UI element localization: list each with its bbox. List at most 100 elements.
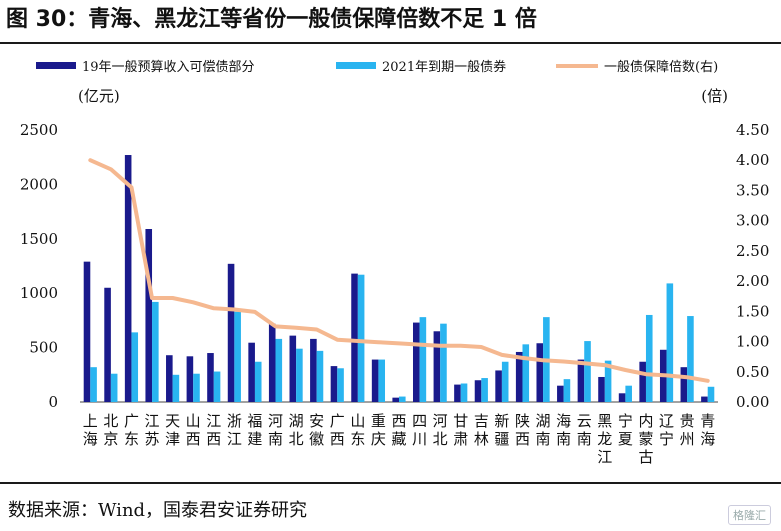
bar-series-1 — [495, 370, 502, 402]
bar-series-1 — [515, 351, 523, 402]
y-tick-right: 3.00 — [736, 212, 769, 230]
legend-label-series-2: 2021年到期一般债券 — [382, 59, 506, 75]
bottom-rule — [0, 482, 781, 484]
bar-series-2 — [152, 301, 159, 402]
bar-series-2 — [460, 383, 468, 402]
bar-series-1 — [268, 323, 276, 402]
y-tick-left: 2000 — [20, 175, 58, 193]
legend-label-series-1: 19年一般预算收入可偿债部分 — [82, 59, 255, 75]
page-title: 图 30：青海、黑龙江等省份一般债保障倍数不足 1 倍 — [6, 7, 537, 32]
x-tick-label: 上海 — [83, 412, 98, 448]
line-series-3 — [88, 158, 710, 383]
x-tick-label: 陕西 — [515, 412, 530, 448]
x-tick-label: 青海 — [700, 412, 715, 448]
x-tick-labels: 上海北京广东江苏天津山西江西浙江福建河南湖北安徽广西山东重庆西藏四川河北甘肃吉林… — [83, 412, 715, 466]
bar-series-2 — [316, 350, 324, 402]
x-tick-label: 广东 — [124, 412, 139, 448]
bar-series-1 — [227, 263, 235, 402]
y-tick-right: 3.50 — [736, 181, 769, 199]
legend-swatch-series-2 — [336, 62, 376, 69]
bar-series-1 — [392, 397, 399, 402]
bar-series-1 — [330, 366, 338, 402]
x-tick-label: 天津 — [165, 412, 180, 448]
y-tick-right: 0.50 — [736, 363, 769, 381]
y-axis-left-label: (亿元) — [78, 87, 120, 105]
bar-series-1 — [536, 343, 544, 402]
bar-series-1 — [248, 342, 255, 402]
bar-series-2 — [522, 344, 530, 402]
x-tick-label: 福建 — [247, 412, 262, 448]
bar-series-2 — [296, 348, 303, 402]
bar-series-2 — [337, 368, 344, 402]
bar-series-1 — [598, 376, 605, 402]
top-rule — [0, 42, 781, 44]
y-tick-left: 500 — [29, 339, 58, 357]
y-tick-left: 0 — [48, 393, 58, 411]
bar-series-1 — [577, 359, 585, 402]
x-tick-label: 贵州 — [680, 412, 695, 448]
x-tick-label: 云南 — [577, 412, 592, 448]
x-tick-label: 安徽 — [309, 412, 324, 448]
bar-series-1 — [166, 355, 173, 402]
bar-series-2 — [193, 373, 200, 402]
bar-series-1 — [412, 322, 420, 402]
bar-series-2 — [707, 386, 715, 402]
watermark: 格隆汇 — [728, 505, 771, 525]
bar-series-2 — [357, 274, 365, 402]
y-tick-right: 0.00 — [736, 393, 769, 411]
bars — [83, 155, 715, 402]
y-tick-right: 1.00 — [736, 333, 769, 351]
y-tick-right: 4.00 — [736, 151, 769, 169]
x-tick-label: 广西 — [330, 412, 345, 448]
y-axis-right-label: (倍) — [701, 87, 728, 105]
x-tick-label: 山西 — [186, 412, 201, 448]
bar-series-1 — [104, 287, 111, 402]
x-tick-label: 浙江 — [227, 412, 242, 448]
bar-series-1 — [680, 367, 688, 402]
bar-series-2 — [584, 341, 591, 402]
bar-series-1 — [207, 353, 214, 402]
bar-series-1 — [371, 359, 379, 402]
bar-series-2 — [131, 332, 139, 402]
bar-series-2 — [110, 373, 118, 402]
bar-series-2 — [172, 374, 180, 402]
source-note: 数据来源：Wind，国泰君安证券研究 — [8, 500, 308, 521]
bar-series-2 — [501, 361, 509, 402]
chart: 19年一般预算收入可偿债部分 2021年到期一般债券 一般债保障倍数(右) (亿元)… — [20, 59, 770, 466]
bar-series-2 — [563, 379, 571, 402]
bar-series-2 — [234, 311, 241, 402]
bar-series-2 — [275, 338, 283, 402]
legend-swatch-series-1 — [36, 62, 76, 69]
bar-series-1 — [557, 385, 564, 402]
y-tick-right: 2.00 — [736, 272, 769, 290]
x-tick-label: 江西 — [206, 412, 221, 448]
bar-series-2 — [254, 361, 262, 402]
x-tick-label: 湖北 — [289, 412, 304, 448]
bar-series-1 — [618, 393, 626, 402]
y-tick-left: 1000 — [20, 284, 58, 302]
y-tick-left: 2500 — [20, 121, 58, 139]
y-tick-left: 1500 — [20, 230, 58, 248]
bar-series-1 — [351, 273, 358, 402]
x-tick-label: 江苏 — [145, 412, 160, 448]
legend: 19年一般预算收入可偿债部分 2021年到期一般债券 一般债保障倍数(右) — [36, 59, 718, 75]
x-tick-label: 内蒙古 — [638, 412, 653, 466]
bar-series-2 — [378, 359, 386, 402]
y-tick-right: 2.50 — [736, 242, 769, 260]
bar-series-2 — [213, 371, 221, 402]
bar-series-1 — [186, 356, 194, 402]
x-tick-label: 西藏 — [391, 412, 406, 448]
bar-series-1 — [474, 380, 482, 402]
bar-series-2 — [604, 360, 612, 402]
bar-series-2 — [90, 367, 97, 402]
bar-series-1 — [124, 155, 132, 402]
x-tick-label: 宁夏 — [618, 412, 633, 448]
bar-series-1 — [701, 396, 708, 402]
bar-series-2 — [687, 316, 694, 402]
bar-series-2 — [481, 378, 488, 402]
ratio-line — [88, 158, 710, 383]
bar-series-1 — [310, 338, 317, 402]
y-tick-right: 1.50 — [736, 302, 769, 320]
x-tick-label: 甘肃 — [453, 412, 468, 448]
x-tick-label: 重庆 — [371, 412, 386, 448]
